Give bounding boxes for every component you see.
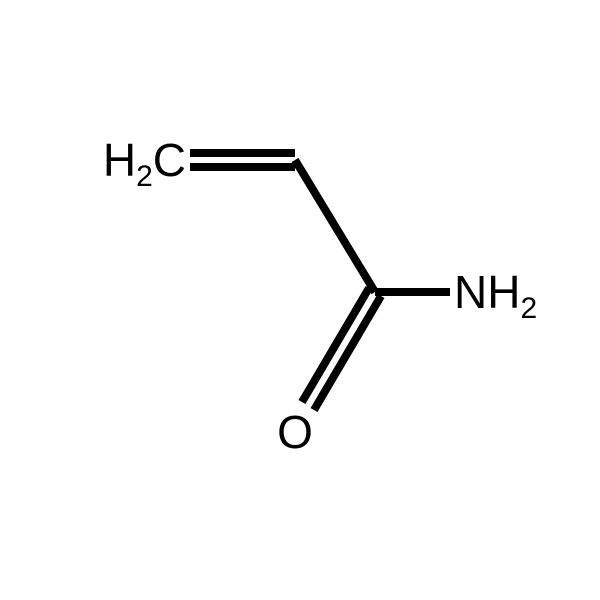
bond-c3-o-b (314, 296, 381, 410)
bond-c2-c3 (295, 160, 375, 292)
chemical-structure-diagram: H2C NH2 O (0, 0, 600, 600)
atom-label-h2c: H2C (103, 134, 186, 193)
bond-c3-o-a (302, 288, 369, 402)
atom-label-o: O (277, 406, 313, 458)
atom-label-nh2: NH2 (454, 266, 537, 325)
